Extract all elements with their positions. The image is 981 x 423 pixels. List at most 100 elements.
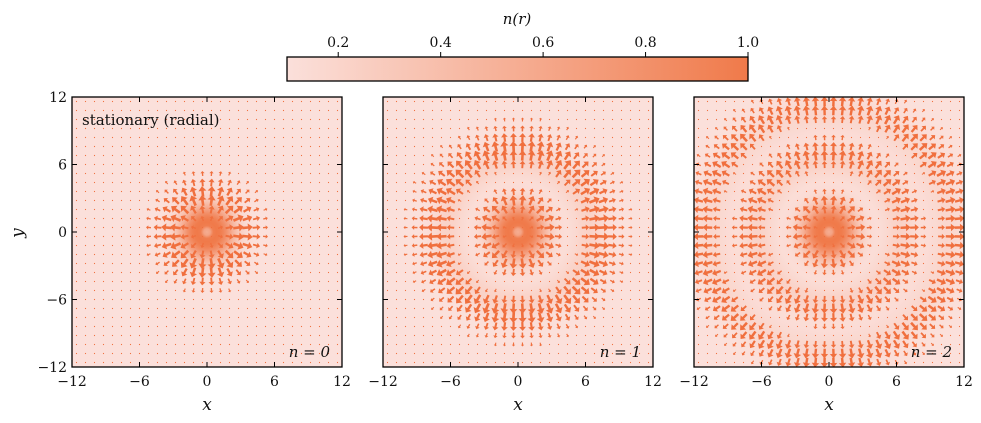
quiver-point (697, 127, 700, 130)
quiver-arrow (902, 180, 909, 185)
quiver-point (512, 226, 515, 229)
quiver-point (282, 343, 285, 346)
quiver-point (138, 244, 141, 247)
quiver-arrow (721, 170, 730, 177)
quiver-arrow (758, 349, 765, 357)
quiver-point (503, 109, 506, 112)
quiver-arrow (702, 205, 713, 214)
quiver-arrow (437, 277, 447, 285)
quiver-point (282, 199, 285, 202)
quiver-arrow (146, 207, 151, 212)
quiver-point (246, 154, 249, 157)
quiver-arrow (446, 206, 455, 213)
quiver-point (769, 226, 772, 229)
quiver-point (264, 172, 267, 175)
quiver-point (219, 307, 222, 310)
quiver-arrow (740, 321, 748, 331)
quiver-point (913, 181, 916, 184)
quiver-point (539, 109, 542, 112)
quiver-point (120, 235, 123, 238)
quiver-arrow (945, 268, 956, 277)
quiver-arrow (475, 134, 480, 141)
quiver-arrow (598, 232, 609, 241)
quiver-point (120, 208, 123, 211)
quiver-point (201, 352, 204, 355)
quiver-arrow (421, 279, 427, 284)
quiver-point (93, 244, 96, 247)
quiver-arrow (146, 234, 151, 239)
quiver-point (877, 253, 880, 256)
quiver-arrow (820, 348, 829, 359)
quiver-point (697, 145, 700, 148)
quiver-arrow (902, 279, 909, 284)
quiver-point (291, 145, 294, 148)
quiver-arrow (867, 314, 872, 320)
quiver-arrow (757, 268, 767, 277)
quiver-point (557, 100, 560, 103)
quiver-arrow (598, 214, 609, 223)
quiver-arrow (563, 160, 572, 170)
quiver-point (183, 154, 186, 157)
quiver-point (147, 262, 150, 265)
quiver-arrow (902, 340, 909, 349)
quiver-point (183, 118, 186, 121)
quiver-arrow (519, 322, 526, 331)
quiver-point (264, 271, 267, 274)
quiver-point (593, 109, 596, 112)
quiver-arrow (244, 198, 251, 204)
quiver-point (958, 118, 961, 121)
quiver-point (336, 280, 339, 283)
quiver-arrow (538, 332, 543, 339)
quiver-point (940, 100, 943, 103)
quiver-arrow (757, 242, 766, 249)
quiver-point (246, 118, 249, 121)
quiver-point (485, 271, 488, 274)
quiver-arrow (884, 198, 891, 203)
quiver-arrow (233, 232, 244, 241)
quiver-point (210, 343, 213, 346)
quiver-point (102, 172, 105, 175)
quiver-point (291, 172, 294, 175)
quiver-point (120, 199, 123, 202)
quiver-point (120, 163, 123, 166)
quiver-point (575, 235, 578, 238)
quiver-point (84, 298, 87, 301)
quiver-point (75, 217, 78, 220)
quiver-point (93, 217, 96, 220)
quiver-arrow (858, 314, 864, 321)
quiver-point (931, 235, 934, 238)
quiver-arrow (491, 224, 500, 231)
quiver-point (318, 163, 321, 166)
quiver-arrow (436, 214, 447, 223)
quiver-point (485, 181, 488, 184)
quiver-arrow (954, 214, 964, 223)
quiver-arrow (954, 196, 964, 204)
quiver-arrow (528, 258, 536, 268)
quiver-point (521, 181, 524, 184)
quiver-arrow (600, 288, 606, 293)
quiver-point (300, 235, 303, 238)
quiver-point (228, 334, 231, 337)
quiver-arrow (162, 206, 171, 213)
quiver-arrow (758, 134, 765, 142)
quiver-arrow (429, 278, 437, 285)
quiver-point (147, 199, 150, 202)
quiver-arrow (813, 134, 818, 141)
quiver-arrow (831, 188, 836, 195)
quiver-arrow (865, 160, 874, 170)
quiver-point (539, 352, 542, 355)
quiver-point (805, 190, 808, 193)
quiver-point (165, 172, 168, 175)
quiver-arrow (849, 287, 854, 293)
quiver-point (449, 136, 452, 139)
quiver-arrow (457, 324, 462, 329)
quiver-point (246, 298, 249, 301)
quiver-arrow (154, 242, 162, 249)
quiver-point (183, 307, 186, 310)
quiver-point (84, 352, 87, 355)
quiver-point (120, 154, 123, 157)
quiver-arrow (712, 161, 722, 169)
quiver-point (503, 361, 506, 364)
quiver-point (156, 136, 159, 139)
quiver-point (174, 307, 177, 310)
